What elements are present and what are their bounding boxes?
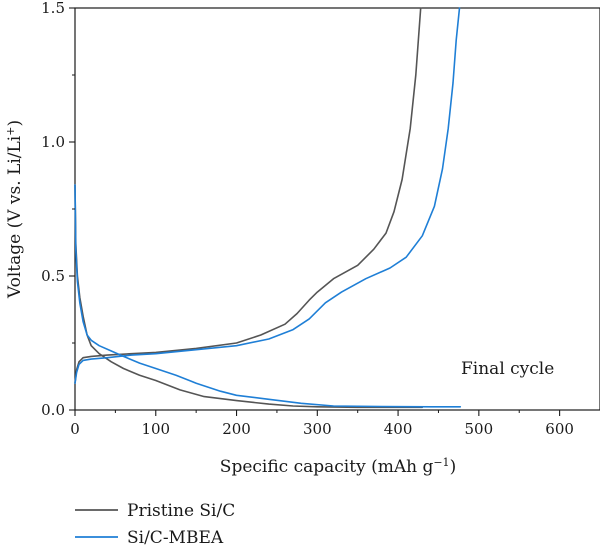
x-tick-label-600: 600 bbox=[545, 420, 574, 438]
x-tick-label-100: 100 bbox=[141, 420, 170, 438]
y-tick-label-1: 1.0 bbox=[41, 133, 65, 151]
plot-area: Final cycle bbox=[74, 7, 600, 411]
series-0-discharge-line bbox=[74, 184, 424, 409]
x-tick-label-200: 200 bbox=[222, 420, 251, 438]
x-tick-label-500: 500 bbox=[465, 420, 494, 438]
y-tick-label-0: 0.0 bbox=[41, 401, 65, 419]
series-1-discharge-line bbox=[74, 184, 462, 408]
x-tick-label-0: 0 bbox=[70, 420, 80, 438]
plot-frame bbox=[74, 7, 600, 411]
legend: Pristine Si/C Si/C-MBEA bbox=[75, 501, 235, 546]
x-axis: 0 100 200 300 400 500 600 bbox=[70, 410, 574, 438]
y-axis: 0.0 0.5 1.0 1.5 bbox=[41, 0, 75, 419]
series-1-charge-line bbox=[74, 7, 461, 384]
series-0-charge-line bbox=[74, 7, 422, 384]
legend-label-pristine: Pristine Si/C bbox=[127, 501, 235, 521]
final-cycle-annotation: Final cycle bbox=[461, 359, 554, 379]
y-tick-label-1.5: 1.5 bbox=[41, 0, 65, 17]
y-tick-label-0.5: 0.5 bbox=[41, 267, 65, 285]
x-tick-label-300: 300 bbox=[303, 420, 332, 438]
y-axis-title: Voltage (V vs. Li/Li+) bbox=[4, 120, 26, 299]
curves bbox=[74, 7, 462, 409]
x-axis-title: Specific capacity (mAh g−1) bbox=[220, 456, 456, 478]
legend-label-mbea: Si/C-MBEA bbox=[127, 528, 224, 546]
x-tick-label-400: 400 bbox=[384, 420, 413, 438]
